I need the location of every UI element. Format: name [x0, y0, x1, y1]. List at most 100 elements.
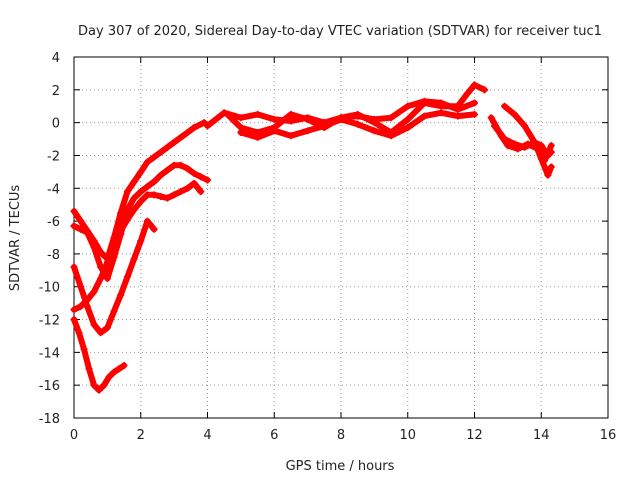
data-point: [157, 171, 165, 179]
y-tick-label: 2: [52, 84, 60, 99]
data-point: [197, 173, 205, 181]
data-point: [150, 153, 158, 161]
data-point: [521, 122, 529, 130]
data-point: [204, 122, 211, 130]
x-tick-label: 14: [533, 428, 550, 443]
y-tick-label: 0: [52, 117, 60, 132]
data-point: [150, 225, 158, 233]
data-point: [75, 329, 83, 337]
data-point: [471, 99, 478, 107]
data-point: [130, 206, 138, 214]
data-point: [190, 124, 198, 132]
data-point: [354, 110, 362, 118]
data-point: [170, 138, 178, 146]
y-tick-label: -8: [47, 248, 60, 263]
data-point: [83, 229, 91, 237]
data-point: [137, 188, 145, 196]
data-point: [320, 122, 328, 130]
data-point: [105, 373, 113, 381]
data-point: [387, 132, 395, 140]
data-point: [197, 188, 205, 196]
data-point: [200, 119, 208, 127]
data-point: [183, 165, 191, 173]
data-point: [544, 151, 552, 159]
x-tick-label: 6: [270, 428, 278, 443]
data-point: [420, 99, 428, 107]
data-point: [143, 217, 151, 225]
data-point: [511, 140, 519, 148]
y-tick-label: -6: [47, 215, 60, 230]
data-point: [170, 161, 178, 169]
data-point: [190, 179, 198, 187]
data-point: [237, 114, 245, 122]
data-point: [547, 148, 555, 156]
data-point: [190, 170, 198, 178]
data-point: [170, 191, 178, 199]
data-point: [157, 192, 165, 200]
data-point: [487, 114, 495, 122]
data-point: [270, 115, 278, 123]
y-tick-labels: -18 -16 -14 -12 -10 -8 -6 -4 -2 0 2 4: [39, 51, 60, 427]
data-point: [90, 381, 98, 389]
data-point: [370, 119, 378, 127]
data-point: [547, 142, 555, 150]
data-point: [531, 138, 539, 146]
x-tick-labels: 0 2 4 6 8 10 12 14 16: [70, 428, 616, 443]
x-tick-label: 10: [399, 428, 416, 443]
data-point: [97, 329, 105, 337]
data-point: [130, 194, 138, 202]
data-point: [254, 133, 262, 141]
data-point: [115, 365, 123, 373]
data-point: [95, 386, 103, 394]
data-point: [143, 191, 151, 199]
data-point: [123, 273, 131, 281]
data-point: [163, 194, 171, 202]
data-point: [70, 306, 78, 314]
y-tick-label: -2: [47, 149, 60, 164]
x-tick-label: 2: [137, 428, 145, 443]
data-point: [70, 316, 78, 324]
data-point: [157, 148, 165, 156]
data-point: [137, 168, 145, 176]
data-point: [287, 132, 295, 140]
y-tick-label: -10: [39, 281, 60, 296]
series-4: [70, 179, 205, 314]
series-3: [70, 217, 158, 337]
data-point: [97, 275, 105, 283]
data-point: [454, 102, 462, 110]
data-point: [437, 109, 445, 117]
data-point: [404, 102, 412, 110]
data-point: [130, 255, 138, 263]
x-tick-label: 4: [203, 428, 211, 443]
data-point: [404, 124, 412, 132]
data-point: [491, 122, 499, 130]
data-point: [454, 112, 462, 120]
data-point: [90, 243, 98, 251]
data-point: [163, 143, 171, 151]
data-point: [287, 110, 295, 118]
data-point: [103, 324, 111, 332]
y-tick-label: -16: [39, 379, 60, 394]
data-point: [110, 368, 118, 376]
data-point: [420, 112, 428, 120]
data-point: [77, 283, 85, 291]
data-point: [304, 127, 312, 135]
data-point: [80, 345, 88, 353]
data-point: [83, 302, 91, 310]
data-point: [123, 215, 131, 223]
data-point: [404, 115, 412, 123]
data-point: [537, 142, 545, 150]
data-point: [150, 178, 158, 186]
data-point: [77, 225, 85, 233]
y-tick-label: -18: [39, 412, 60, 427]
x-axis-label: GPS time / hours: [286, 459, 395, 474]
data-point: [120, 361, 128, 369]
x-tick-label: 8: [337, 428, 345, 443]
y-axis-label: SDTVAR / TECUs: [8, 185, 23, 292]
data-point: [90, 288, 98, 296]
data-point: [471, 110, 478, 118]
data-point: [177, 133, 185, 141]
y-tick-label: -12: [39, 314, 60, 329]
